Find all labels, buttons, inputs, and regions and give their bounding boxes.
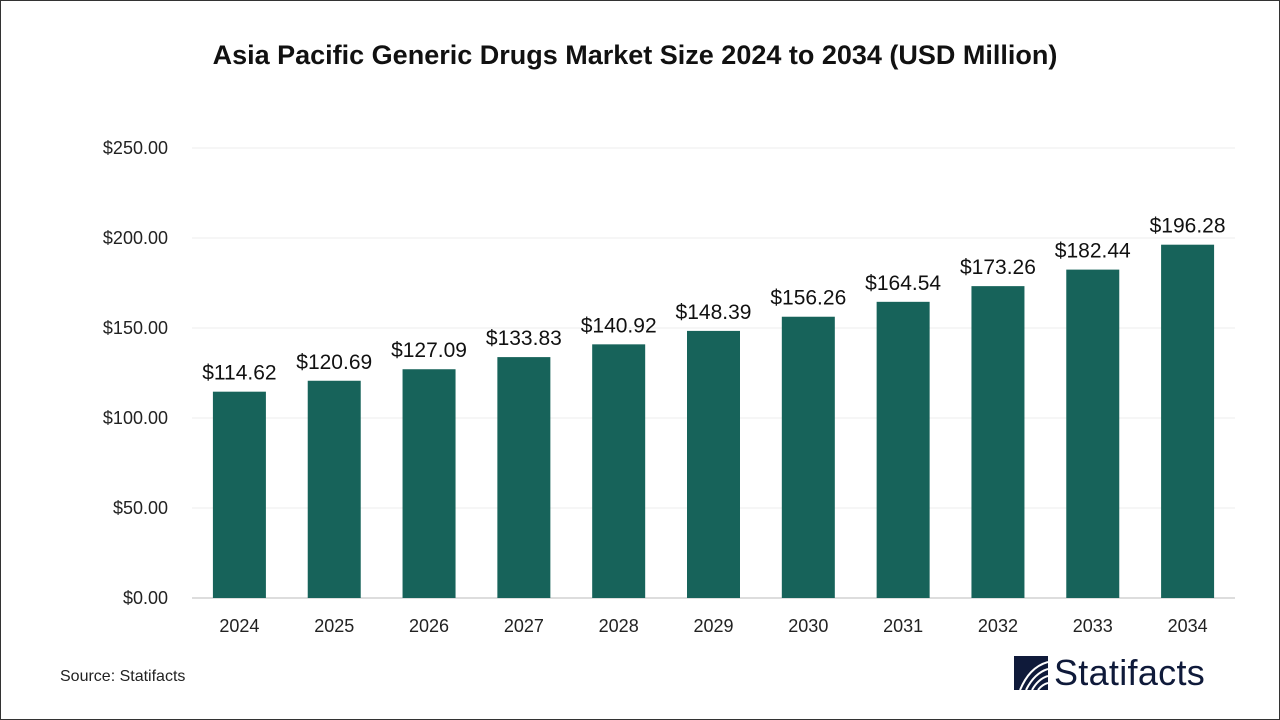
data-label: $133.83 bbox=[486, 327, 562, 350]
bar bbox=[497, 357, 551, 598]
x-tick-label: 2025 bbox=[314, 616, 354, 636]
bar bbox=[687, 330, 740, 598]
data-label: $148.39 bbox=[676, 301, 752, 324]
data-label: $120.69 bbox=[296, 351, 372, 374]
data-label: $182.44 bbox=[1055, 240, 1131, 263]
statifacts-logo-icon bbox=[1014, 656, 1048, 690]
x-tick-label: 2029 bbox=[693, 616, 733, 636]
bar bbox=[592, 344, 646, 598]
data-label: $114.62 bbox=[202, 362, 276, 385]
bar bbox=[876, 301, 930, 598]
statifacts-logo: Statifacts bbox=[1014, 652, 1205, 694]
x-tick-label: 2034 bbox=[1168, 616, 1208, 636]
data-label: $173.26 bbox=[960, 256, 1036, 279]
y-tick-label: $100.00 bbox=[103, 408, 168, 428]
x-tick-label: 2028 bbox=[599, 616, 639, 636]
source-note: Source: Statifacts bbox=[60, 668, 186, 685]
y-tick-label: $150.00 bbox=[103, 318, 168, 338]
x-tick-label: 2024 bbox=[219, 616, 259, 636]
bar bbox=[971, 286, 1025, 598]
x-tick-label: 2027 bbox=[504, 616, 544, 636]
data-label: $140.92 bbox=[581, 314, 657, 337]
chart-title: Asia Pacific Generic Drugs Market Size 2… bbox=[212, 40, 1058, 70]
bar bbox=[1066, 269, 1120, 598]
y-tick-label: $0.00 bbox=[123, 588, 168, 608]
data-label: $196.28 bbox=[1150, 215, 1226, 238]
y-tick-label: $250.00 bbox=[103, 138, 168, 158]
data-label: $164.54 bbox=[865, 272, 941, 295]
x-tick-label: 2030 bbox=[788, 616, 828, 636]
x-tick-label: 2033 bbox=[1073, 616, 1113, 636]
bar bbox=[1161, 244, 1215, 599]
data-label: $127.09 bbox=[391, 339, 467, 362]
bar bbox=[781, 316, 835, 598]
data-label: $156.26 bbox=[770, 287, 846, 310]
bar bbox=[212, 391, 266, 598]
y-tick-label: $50.00 bbox=[113, 498, 168, 518]
y-tick-label: $200.00 bbox=[103, 228, 168, 248]
logo-text: Statifacts bbox=[1054, 652, 1206, 693]
x-tick-label: 2032 bbox=[978, 616, 1018, 636]
x-tick-label: 2031 bbox=[883, 616, 923, 636]
bar bbox=[402, 369, 456, 598]
x-tick-label: 2026 bbox=[409, 616, 449, 636]
bar bbox=[307, 380, 361, 598]
